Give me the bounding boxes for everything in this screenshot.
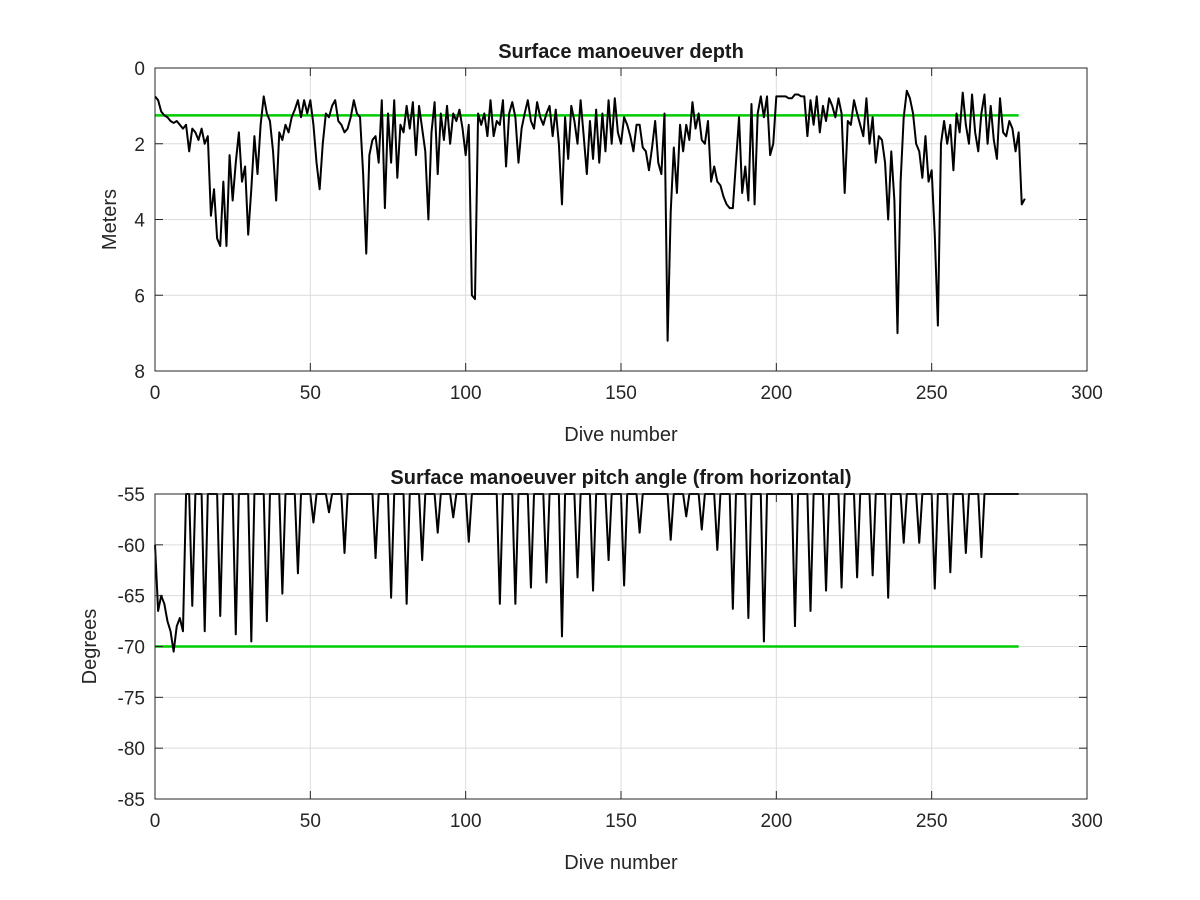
pitch-y-axis-label: Degrees: [79, 609, 101, 685]
pitch-y-tick-label: -55: [118, 485, 145, 506]
pitch-series-line: [154, 493, 1019, 653]
pitch-y-tick-label: -60: [118, 536, 145, 557]
pitch-y-tick-label: -75: [118, 688, 145, 709]
depth-grid: [154, 67, 1088, 372]
depth-y-tick-label: 8: [134, 362, 145, 383]
pitch-y-tick-label: -65: [118, 587, 145, 608]
depth-x-ticks: 0 50 100 150 200 250 300: [150, 68, 1103, 404]
pitch-x-tick-label: 100: [450, 811, 482, 832]
pitch-x-tick-label: 250: [916, 811, 948, 832]
pitch-y-ticks: -55 -60 -65 -70 -75 -80 -85: [118, 485, 1087, 811]
pitch-y-tick-label: -85: [118, 790, 145, 811]
pitch-plot: 0 50 100 150 200 250 300 -55 -60 -65 -70 -75 -80 -85…: [79, 467, 1103, 874]
depth-x-tick-label: 50: [300, 383, 321, 404]
pitch-x-tick-label: 0: [150, 811, 161, 832]
depth-y-tick-label: 4: [134, 211, 145, 232]
pitch-chart-title: Surface manoeuver pitch angle (from hori…: [390, 467, 851, 489]
pitch-x-tick-label: 150: [605, 811, 637, 832]
depth-x-tick-label: 200: [760, 383, 792, 404]
pitch-x-axis-label: Dive number: [564, 852, 678, 874]
depth-x-tick-label: 300: [1071, 383, 1103, 404]
pitch-x-tick-label: 50: [300, 811, 321, 832]
depth-x-tick-label: 250: [916, 383, 948, 404]
depth-y-tick-label: 2: [134, 135, 145, 156]
pitch-series-group: [154, 493, 1019, 653]
pitch-x-tick-label: 200: [760, 811, 792, 832]
depth-y-tick-label: 6: [134, 286, 145, 307]
depth-y-tick-label: 0: [134, 59, 145, 80]
depth-x-tick-label: 150: [605, 383, 637, 404]
depth-x-axis-label: Dive number: [564, 424, 678, 446]
depth-series-line: [154, 89, 1026, 342]
depth-series-group: [154, 89, 1026, 342]
depth-y-ticks: 0 2 4 6 8: [134, 59, 1087, 383]
depth-y-axis-label: Meters: [99, 189, 121, 250]
pitch-x-tick-label: 300: [1071, 811, 1103, 832]
pitch-y-tick-label: -70: [118, 638, 145, 659]
depth-plot: 0 50 100 150 200 250 300 0 2 4 6 8 Surface manoeuv…: [99, 41, 1103, 446]
depth-x-tick-label: 0: [150, 383, 161, 404]
depth-chart-title: Surface manoeuver depth: [498, 41, 744, 63]
pitch-x-ticks: 0 50 100 150 200 250 300: [150, 494, 1103, 832]
depth-x-tick-label: 100: [450, 383, 482, 404]
pitch-y-tick-label: -80: [118, 739, 145, 760]
